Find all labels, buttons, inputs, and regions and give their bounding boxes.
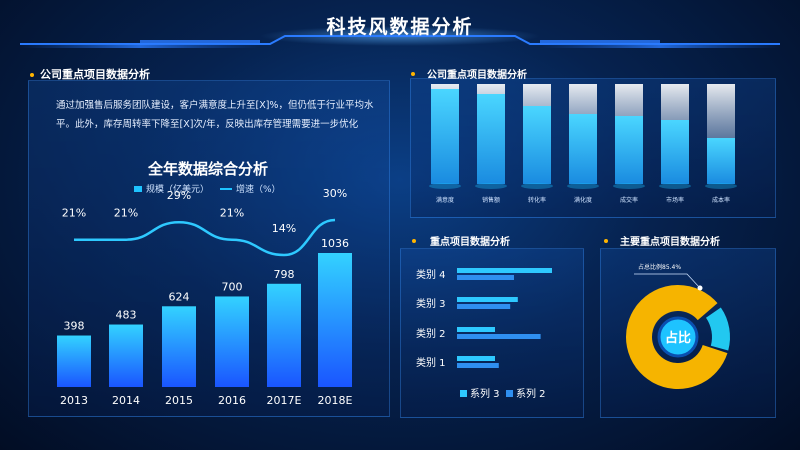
bar [109, 324, 143, 387]
donut-slice-main [626, 285, 728, 389]
tick-label: 成本率 [712, 196, 730, 204]
data-label: 398 [64, 320, 85, 333]
bar [57, 335, 91, 387]
legend-label-bar: 规模（亿美元） [146, 183, 209, 195]
chart-title: 全年数据综合分析 [147, 160, 268, 178]
key-metrics-bar-chart: 满意度 销售额 转化率 满化度 成交率 市场率 成本率 [429, 84, 737, 204]
bullet-icon [411, 72, 415, 76]
bar [215, 296, 249, 387]
top-right-panel-title: 公司重点项目数据分析 [427, 70, 527, 81]
tick-label: 2015 [165, 394, 193, 407]
line-label: 21% [220, 207, 244, 220]
category-hbar-chart: 类别 4 类别 3 类别 2 类别 1 系列 3 系列 2 [416, 268, 552, 400]
bar-series2 [457, 304, 511, 309]
tick-label: 满意度 [436, 196, 454, 204]
bar-base [613, 183, 645, 189]
left-panel-title: 公司重点项目数据分析 [40, 68, 150, 81]
legend-swatch-series2 [506, 390, 513, 397]
bar [162, 306, 196, 387]
bar [318, 253, 352, 387]
summary-paragraph: 通过加强售后服务团队建设，客户满意度上升至[X]%，但仍低于行业平均水平。此外，… [56, 100, 374, 130]
tick-label: 类别 1 [416, 356, 446, 369]
bar-series2 [457, 334, 541, 339]
line-label: 29% [167, 189, 191, 202]
tick-label: 2014 [112, 394, 140, 407]
legend-swatch-bar [134, 186, 142, 192]
legend-label-line: 增速（%） [236, 183, 281, 195]
legend-label-series2: 系列 2 [516, 387, 546, 400]
bar-base [475, 183, 507, 189]
bar [477, 94, 505, 184]
bar-series3 [457, 356, 495, 361]
bottom-mid-panel-title: 重点项目数据分析 [430, 237, 510, 248]
data-label: 624 [169, 290, 190, 303]
bar-base [705, 183, 737, 189]
tick-label: 类别 4 [416, 268, 446, 281]
growth-line [74, 218, 336, 257]
bar-base [659, 183, 691, 189]
data-label: 1036 [321, 237, 349, 250]
legend-label-series3: 系列 3 [470, 387, 500, 400]
bar [267, 283, 301, 387]
header-decoration [20, 26, 780, 48]
tick-label: 2018E [318, 394, 353, 407]
tick-label: 类别 3 [416, 297, 446, 310]
tick-label: 满化度 [574, 196, 592, 204]
callout-label: 占总比例85.4% [638, 263, 681, 271]
tick-label: 转化率 [528, 196, 546, 204]
bar [615, 116, 643, 184]
tick-label: 类别 2 [416, 327, 446, 340]
line-label: 14% [272, 222, 296, 235]
data-label: 483 [116, 309, 137, 322]
data-label: 798 [274, 268, 295, 281]
line-label: 21% [62, 207, 86, 220]
callout-line [634, 273, 701, 289]
tick-label: 2013 [60, 394, 88, 407]
bar [661, 120, 689, 184]
tick-label: 2016 [218, 394, 246, 407]
bullet-icon [30, 73, 34, 77]
bar-series3 [457, 268, 552, 273]
bar-series2 [457, 363, 499, 368]
bar-base [521, 183, 553, 189]
bar-series2 [457, 275, 514, 280]
donut-center-label: 占比 [665, 330, 691, 346]
bar [569, 114, 597, 184]
bar-series3 [457, 297, 518, 302]
bar-series3 [457, 327, 495, 332]
bullet-icon [604, 239, 608, 243]
bar-base [567, 183, 599, 189]
share-donut-chart: 占比 占总比例85.4% [626, 263, 730, 389]
bottom-right-panel-title: 主要重点项目数据分析 [620, 237, 720, 248]
tick-label: 市场率 [666, 196, 684, 204]
line-label: 21% [114, 207, 138, 220]
legend-swatch-series3 [460, 390, 467, 397]
donut-center [657, 316, 699, 358]
donut-slice-other [705, 307, 730, 351]
line-label: 30% [323, 187, 347, 200]
data-label: 700 [222, 280, 243, 293]
tick-label: 2017E [267, 394, 302, 407]
tick-label: 成交率 [620, 196, 638, 204]
page-title: 科技风数据分析 [326, 16, 474, 38]
bar-base [429, 183, 461, 189]
bar [707, 138, 735, 184]
bar [431, 89, 459, 184]
tick-label: 销售额 [482, 196, 500, 204]
bar [523, 106, 551, 184]
bullet-icon [412, 239, 416, 243]
